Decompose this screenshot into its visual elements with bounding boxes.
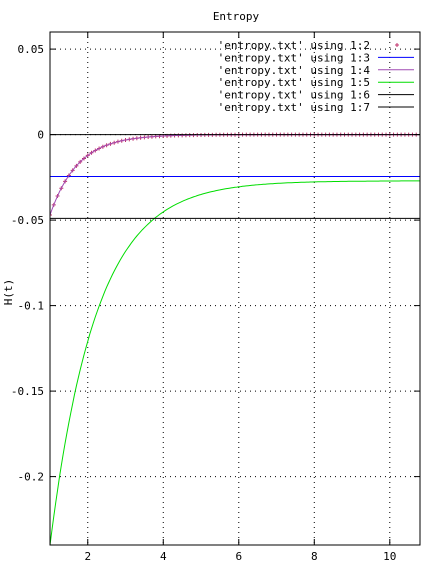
x-tick-label: 8 bbox=[311, 550, 318, 563]
plot-frame bbox=[49, 31, 421, 546]
y-tick-label: -0.15 bbox=[11, 385, 44, 398]
chart-title: Entropy bbox=[213, 10, 260, 23]
x-tick-label: 10 bbox=[383, 550, 396, 563]
legend: 'entropy.txt' using 1:2'entropy.txt' usi… bbox=[218, 39, 414, 114]
y-tick-label: 0 bbox=[37, 129, 44, 142]
y-tick-label: -0.1 bbox=[18, 300, 45, 313]
series-4 bbox=[50, 180, 420, 545]
legend-label-5: 'entropy.txt' using 1:6 bbox=[218, 89, 370, 102]
x-tick-label: 4 bbox=[160, 550, 167, 563]
series-3 bbox=[50, 134, 420, 216]
axes bbox=[49, 31, 421, 546]
y-tick-label: 0.05 bbox=[18, 43, 45, 56]
series-line-4 bbox=[50, 180, 420, 545]
y-tick-label: -0.05 bbox=[11, 214, 44, 227]
series-1 bbox=[50, 132, 420, 217]
legend-label-3: 'entropy.txt' using 1:4 bbox=[218, 64, 371, 77]
legend-marker-1 bbox=[395, 43, 399, 47]
legend-label-6: 'entropy.txt' using 1:7 bbox=[218, 101, 370, 114]
y-axis-label: H(t) bbox=[2, 279, 15, 306]
x-tick-label: 2 bbox=[84, 550, 91, 563]
series-line-3 bbox=[50, 134, 420, 216]
legend-label-4: 'entropy.txt' using 1:5 bbox=[218, 76, 370, 89]
legend-label-2: 'entropy.txt' using 1:3 bbox=[218, 51, 370, 64]
legend-label-1: 'entropy.txt' using 1:2 bbox=[218, 39, 370, 52]
data-point bbox=[50, 212, 52, 217]
series-clip-group bbox=[50, 132, 420, 545]
y-tick-label: -0.2 bbox=[18, 471, 45, 484]
tick-labels: 2 4 6 8 10 0.05 0 -0.05 -0.1 -0.15 -0.2 bbox=[11, 43, 397, 563]
x-tick-label: 6 bbox=[235, 550, 242, 563]
series-layer bbox=[50, 132, 420, 545]
